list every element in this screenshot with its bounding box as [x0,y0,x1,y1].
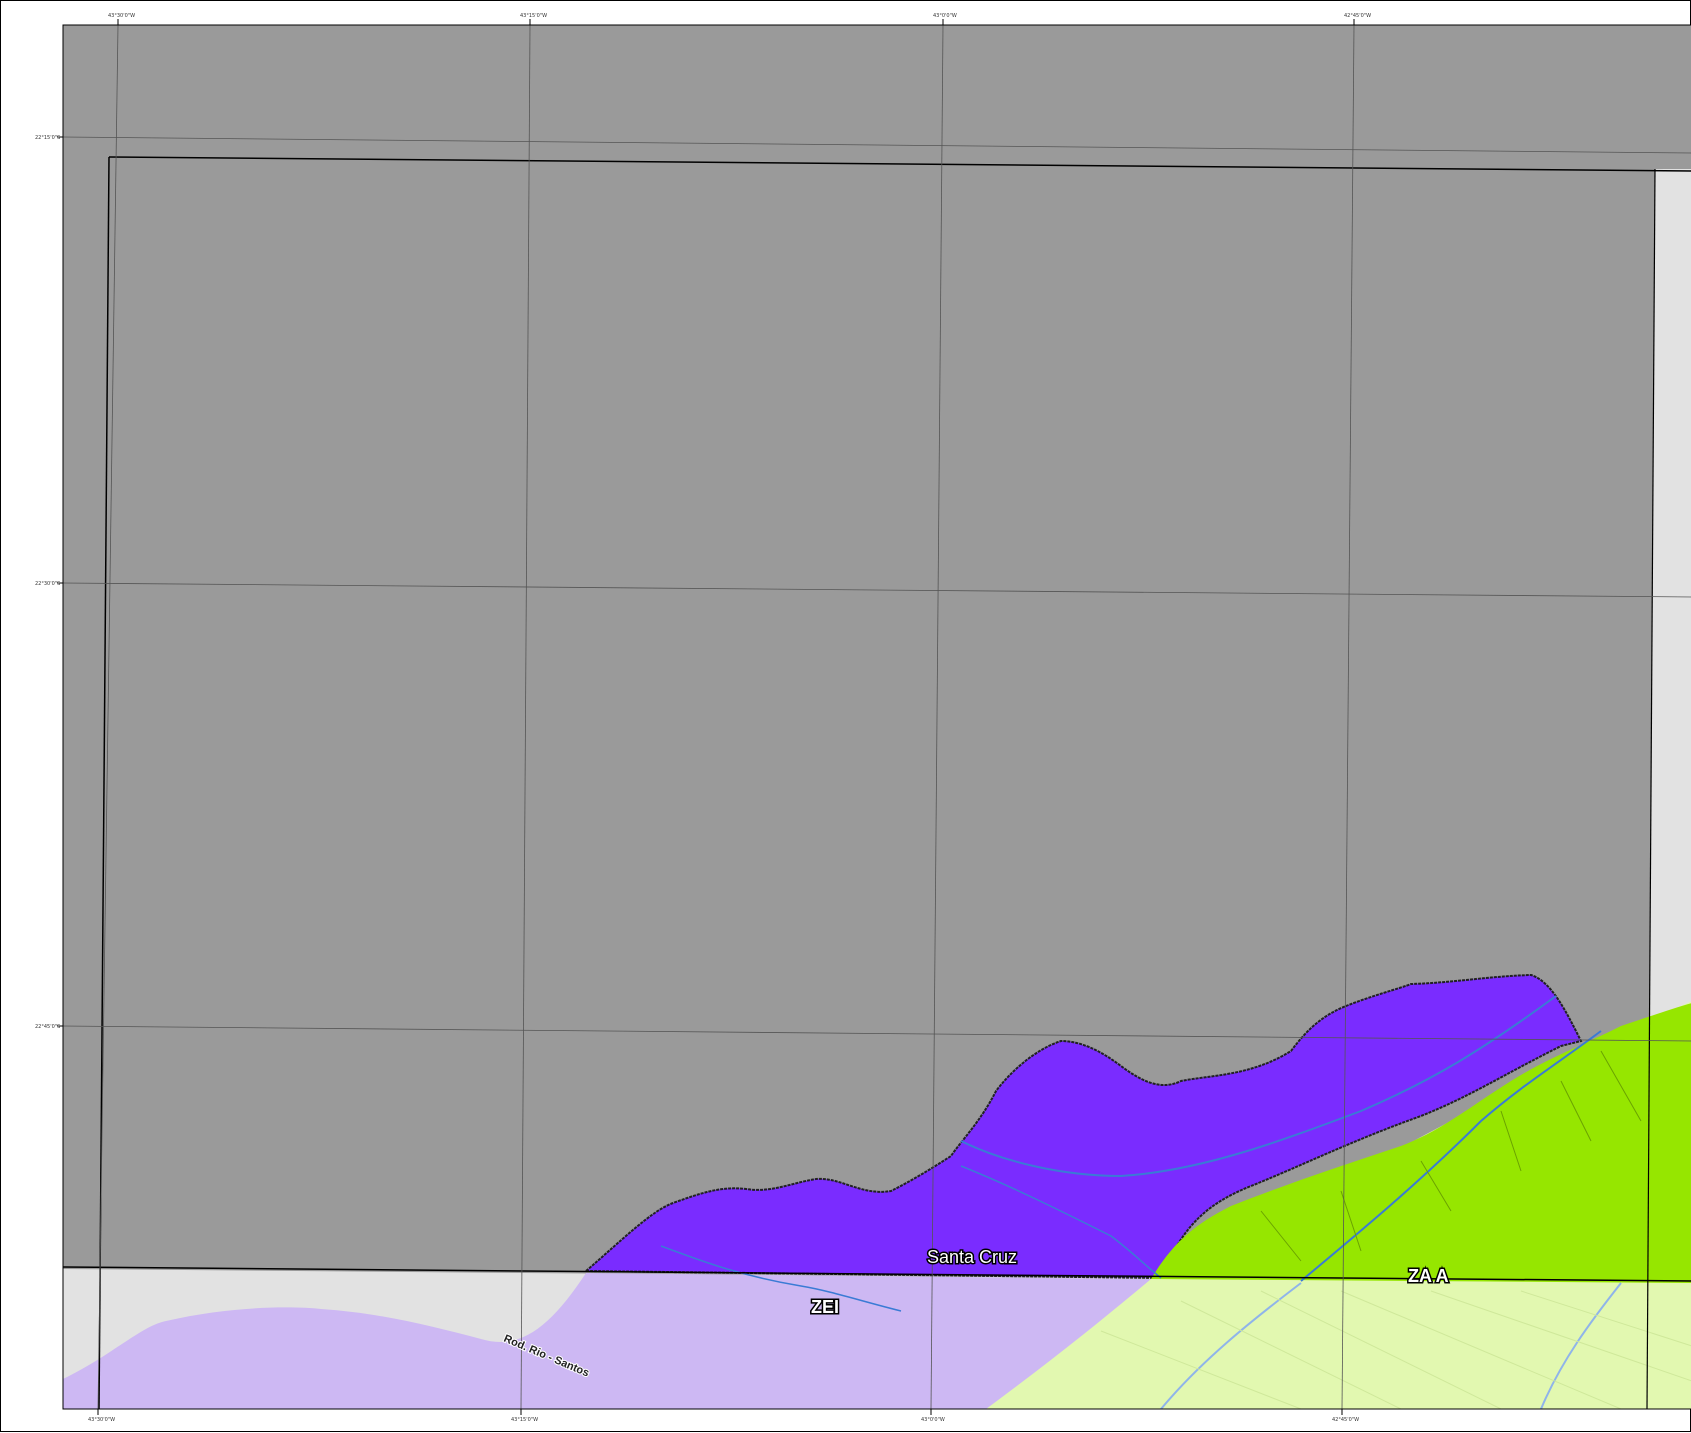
meridian-3 [930,25,944,1409]
santa-cruz-zone[interactable] [583,973,1583,1280]
meridian-2 [520,25,531,1409]
top-tick-label-4: 42°45'0"W [1344,13,1371,19]
pale-area-lines [1100,1290,1691,1409]
zaa-label: ZA A [1408,1266,1449,1286]
left-tick-label-2: 22°30'0"S [35,581,60,587]
graticule [63,25,1691,1409]
river-line-4 [1300,1030,1602,1282]
parallel-2 [63,582,1691,598]
left-tick-label-1: 22°15'0"S [35,135,60,141]
map-frame [62,24,1691,1410]
bottom-tick-label-1: 43°30'0"W [88,1417,115,1423]
bottom-tick-label-2: 43°15'0"W [511,1417,538,1423]
river-line-1 [960,995,1557,1178]
bottom-tick-label-4: 42°45'0"W [1332,1417,1359,1423]
bottom-tick-label-3: 43°0'0"W [921,1417,945,1423]
meridian-1 [97,25,119,1409]
boundary-bottom-line [63,1266,1691,1282]
boundary-right-line [1646,168,1656,1409]
zei-label: ZEI [811,1297,839,1317]
tick-marks [57,19,1355,1415]
left-tick-label-3: 22°45'0"S [35,1024,60,1030]
zei-zone[interactable] [63,1273,1151,1409]
top-tick-label-3: 43°0'0"W [933,13,957,19]
santa-cruz-label: Santa Cruz [927,1247,1017,1267]
river-line-3 [660,1245,902,1312]
zaa-zone[interactable] [1151,1003,1691,1283]
parallel-1 [63,136,1691,154]
top-tick-label-2: 43°15'0"W [520,13,547,19]
river-line-2 [960,1165,1162,1279]
river-line-6 [1540,1282,1622,1409]
top-tick-label-1: 43°30'0"W [108,13,135,19]
boundary-top-line [108,156,1691,172]
parallel-3 [63,1025,1691,1042]
zone-detail-lines [1260,1050,1642,1262]
meridian-4 [1341,25,1355,1409]
river-line-5 [1160,1282,1302,1409]
